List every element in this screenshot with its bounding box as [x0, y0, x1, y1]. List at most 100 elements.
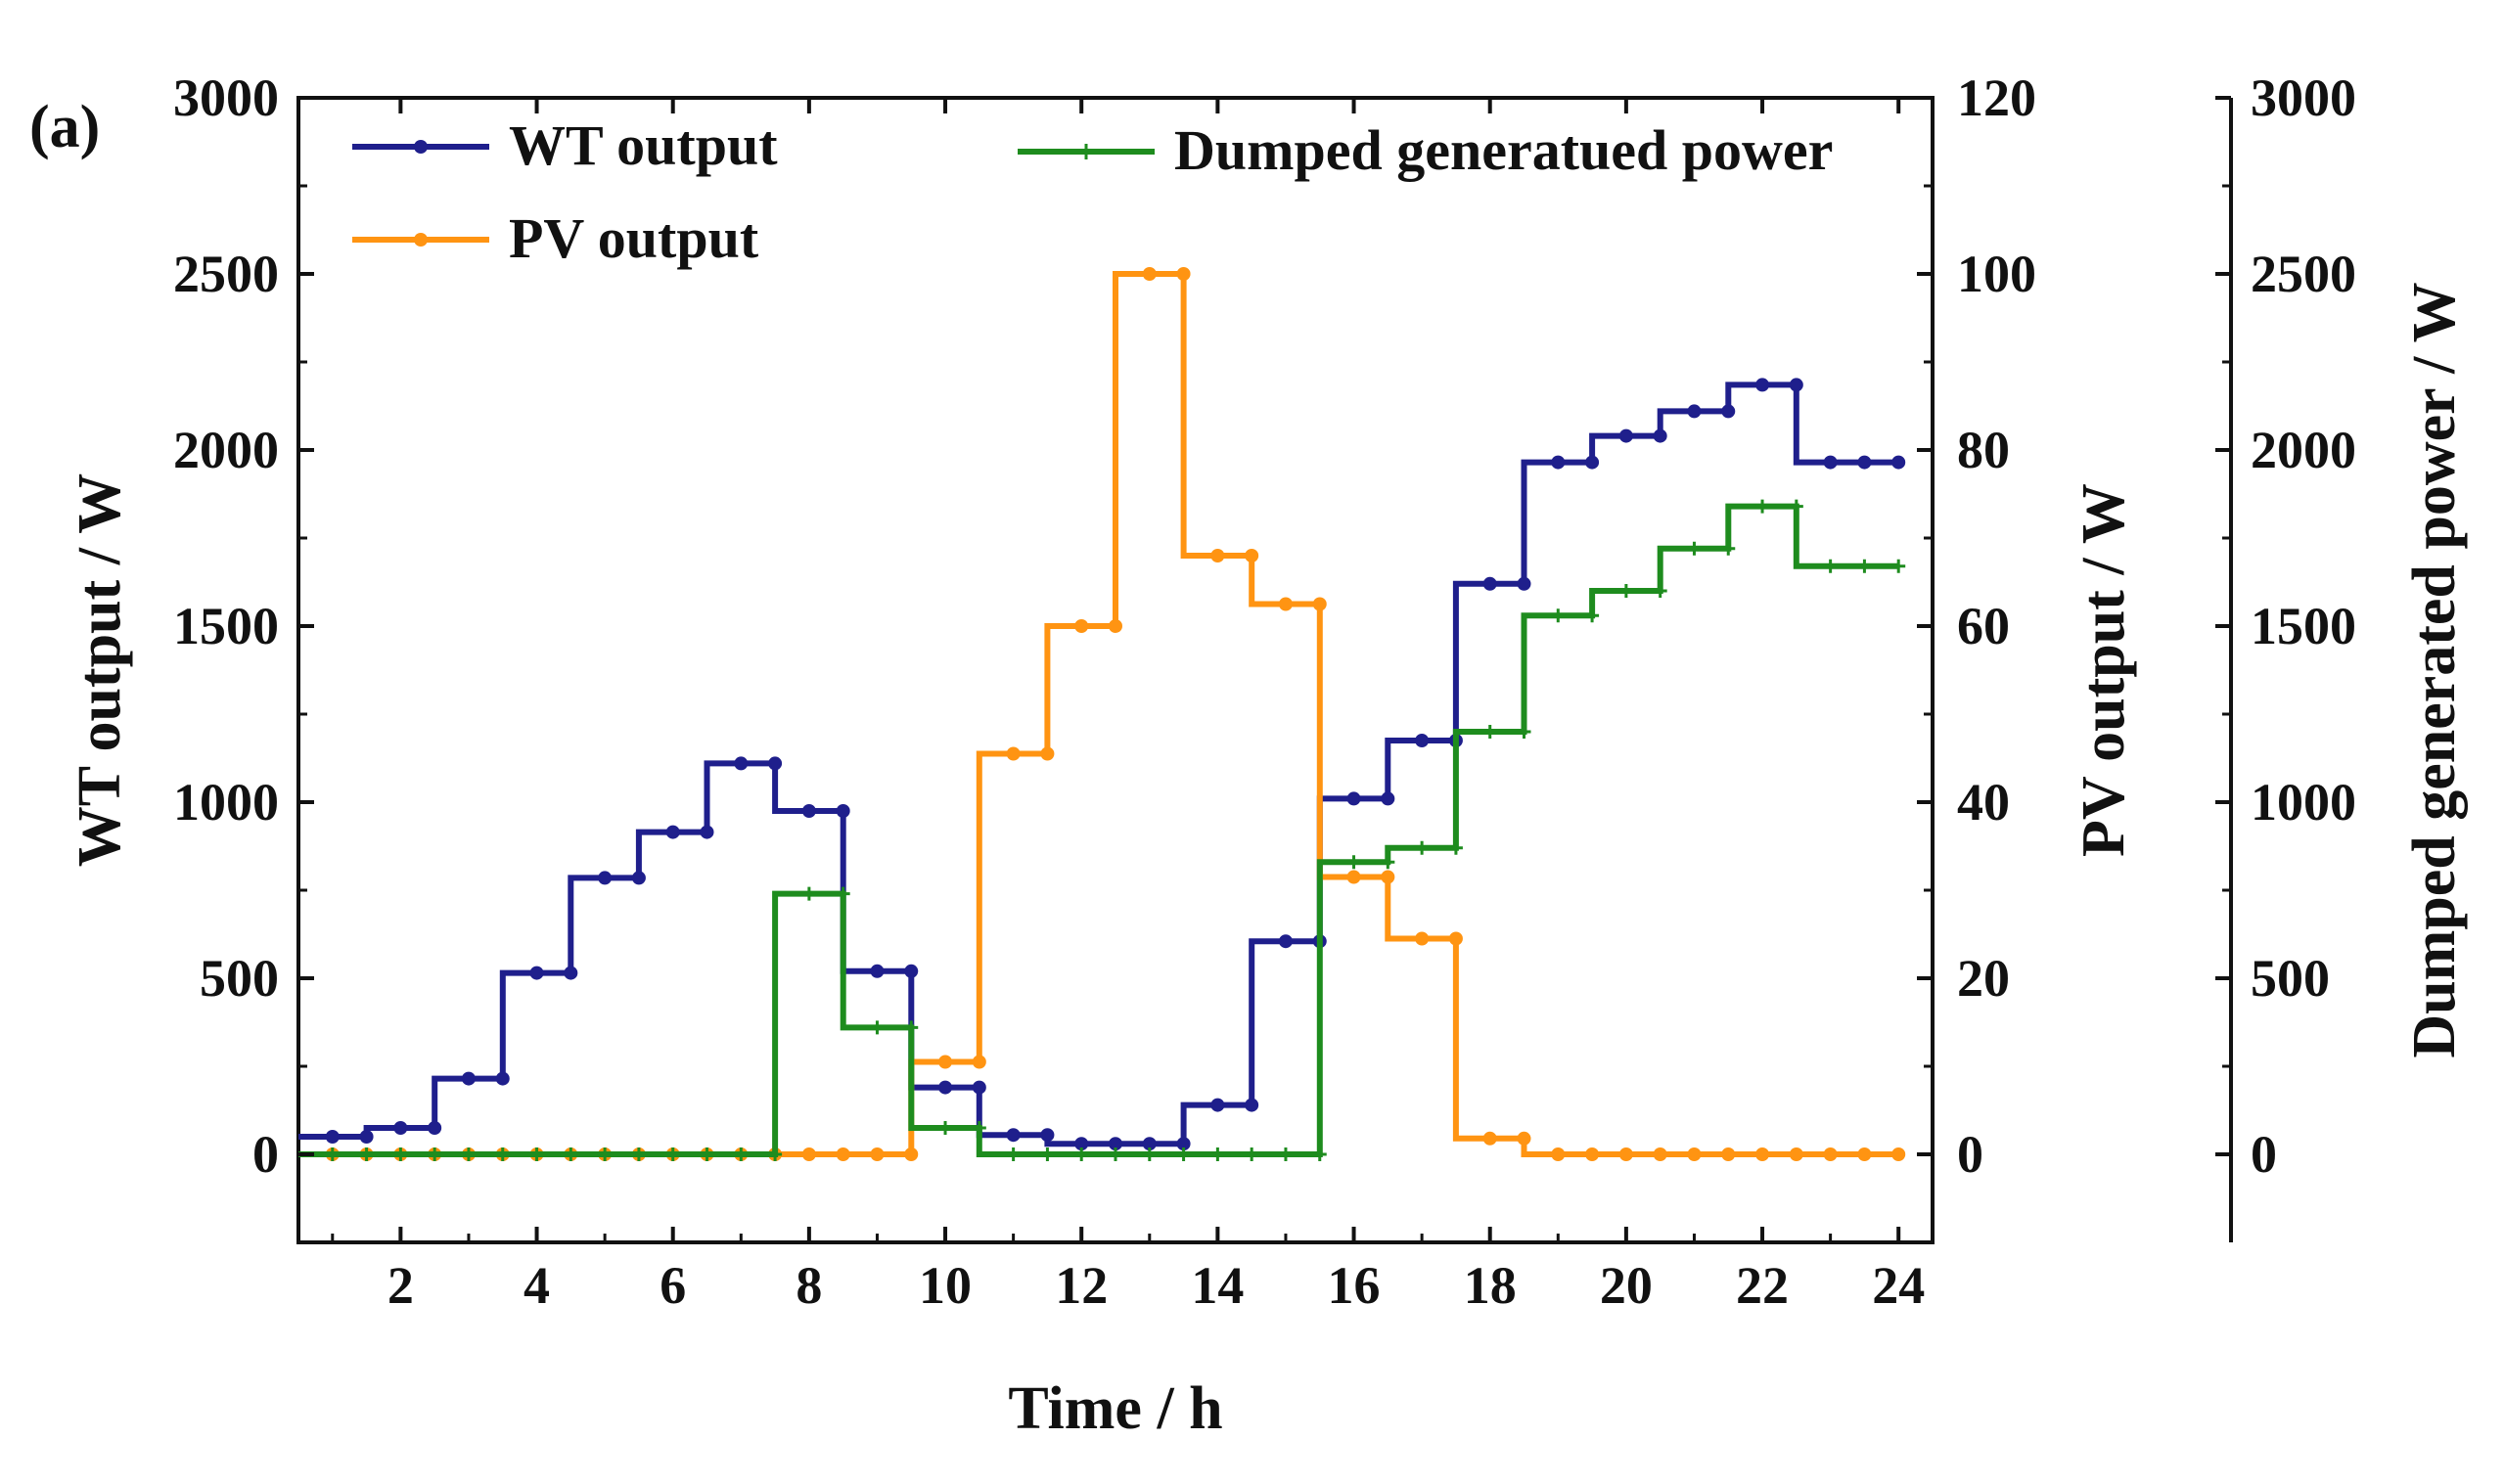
dumped-generatued-power-marker — [870, 1020, 885, 1035]
dumped-generatued-power-marker — [1857, 559, 1872, 573]
wt-output-marker — [904, 964, 919, 978]
legend-marker-pv-output — [414, 233, 428, 247]
pv-output-marker — [1312, 597, 1327, 611]
pv-output-marker — [1517, 1131, 1531, 1146]
pv-output-marker — [1823, 1147, 1838, 1161]
wt-output-marker — [1346, 791, 1361, 806]
left-tick-label: 3000 — [173, 68, 279, 127]
dumped-generatued-power-marker — [1210, 1147, 1225, 1161]
wt-output-marker — [1585, 455, 1600, 470]
x-tick-label: 22 — [1736, 1256, 1789, 1315]
wt-output-marker — [393, 1121, 408, 1135]
pv-output-marker — [1245, 549, 1259, 562]
dumped-generatued-power-marker — [393, 1147, 408, 1161]
dumped-generatued-power-marker — [529, 1147, 544, 1161]
dumped-generatued-power-marker — [1142, 1147, 1157, 1161]
pv-output-marker — [1346, 870, 1361, 884]
dumped-generatued-power-marker — [461, 1147, 476, 1161]
right2-axis-title: Dumped generated power / W — [2401, 282, 2468, 1057]
wt-output-marker — [1415, 734, 1430, 747]
dumped-generatued-power-marker — [1448, 840, 1463, 855]
series-group — [298, 267, 1906, 1161]
right2-tick-label: 1000 — [2251, 773, 2356, 832]
dumped-generatued-power-marker — [1006, 1147, 1021, 1161]
dumped-generatued-power-marker — [1176, 1147, 1191, 1161]
pv-output-marker — [1210, 549, 1225, 562]
right1-axis-title: PV output / W — [2071, 483, 2137, 857]
wt-output-marker — [700, 825, 714, 839]
pv-output-marker — [1278, 597, 1293, 611]
x-tick-label: 2 — [387, 1256, 414, 1315]
dumped-generatued-power-marker — [1040, 1147, 1055, 1161]
wt-output-marker — [325, 1130, 340, 1144]
legend-marker-dumped-generatued-power — [1078, 144, 1094, 159]
pv-output-marker — [1721, 1147, 1736, 1161]
legend-label-dumped-generatued-power: Dumped generatued power — [1174, 118, 1833, 182]
wt-output-marker — [1823, 455, 1838, 470]
right1-tick-label: 40 — [1957, 773, 2010, 832]
right2-tick-label: 0 — [2251, 1125, 2277, 1184]
right2-tick-label: 2500 — [2251, 245, 2356, 303]
plot-frame — [296, 96, 1935, 1244]
x-tick-label: 8 — [796, 1256, 822, 1315]
wt-output-marker — [631, 871, 646, 885]
pv-output-marker — [1109, 619, 1122, 633]
legend-label-pv-output: PV output — [509, 206, 759, 270]
dumped-generatued-power-marker — [1245, 1147, 1259, 1161]
left-tick-label: 2500 — [173, 245, 279, 303]
wt-output-marker — [529, 966, 544, 980]
pv-output-marker — [1891, 1147, 1906, 1161]
pv-output-marker — [1074, 619, 1089, 633]
legend-marker-wt-output — [414, 140, 428, 154]
wt-output-marker — [1618, 428, 1633, 443]
pv-output-marker — [1006, 746, 1021, 761]
pv-output-marker — [1551, 1147, 1566, 1161]
wt-output-marker — [972, 1080, 986, 1095]
pv-output-marker — [1482, 1131, 1497, 1146]
right1-tick-label: 0 — [1957, 1125, 1983, 1184]
dumped-generatued-power-marker — [1618, 584, 1633, 598]
wt-output-marker — [1551, 455, 1566, 470]
dumped-generatued-power-marker — [665, 1147, 680, 1161]
wt-output-marker — [1006, 1128, 1021, 1143]
legend-label-wt-output: WT output — [509, 113, 778, 177]
wt-output-marker — [938, 1080, 953, 1095]
dumped-generatued-power-marker — [1891, 559, 1906, 573]
legend-group: WT output PV output Dumped generatued powe… — [352, 113, 1833, 270]
dumped-generatued-power-marker — [1415, 840, 1430, 855]
x-axis-title: Time / h — [1008, 1375, 1222, 1442]
left-tick-label: 1500 — [173, 597, 279, 655]
wt-output-marker — [1653, 428, 1667, 443]
wt-output-marker — [1245, 1098, 1259, 1112]
left-axis-title: WT output / W — [67, 473, 133, 868]
x-tick-label: 6 — [660, 1256, 686, 1315]
left-tick-label: 500 — [200, 949, 279, 1008]
wt-output-marker — [768, 756, 783, 771]
dumped-generatued-power-marker — [1517, 725, 1531, 739]
pv-output-marker — [904, 1147, 919, 1161]
right1-tick-label: 20 — [1957, 949, 2010, 1008]
pv-output-marker — [1176, 267, 1191, 281]
wt-output-marker — [1891, 455, 1906, 470]
right1-tick-label: 60 — [1957, 597, 2010, 655]
wt-output-marker — [495, 1071, 510, 1086]
dumped-generatued-power-marker — [598, 1147, 613, 1161]
dumped-generatued-power-marker — [1823, 559, 1838, 573]
pv-output-marker — [1040, 746, 1055, 761]
left-tick-label: 0 — [252, 1125, 279, 1184]
right2-tick-label: 3000 — [2251, 68, 2356, 127]
pv-output-marker — [870, 1147, 885, 1161]
right2-tick-label: 500 — [2251, 949, 2330, 1008]
pv-output-marker — [801, 1147, 816, 1161]
dumped-generatued-power-marker — [700, 1147, 714, 1161]
wt-output-marker — [1482, 576, 1497, 591]
pv-output-marker — [1381, 870, 1395, 884]
dumped-generatued-power-marker — [1653, 584, 1667, 598]
dumped-generatued-power-marker — [1278, 1147, 1293, 1161]
dumped-generatued-power-marker — [325, 1147, 340, 1161]
left-tick-label: 2000 — [173, 421, 279, 479]
x-tick-label: 24 — [1872, 1256, 1925, 1315]
x-tick-label: 12 — [1055, 1256, 1108, 1315]
